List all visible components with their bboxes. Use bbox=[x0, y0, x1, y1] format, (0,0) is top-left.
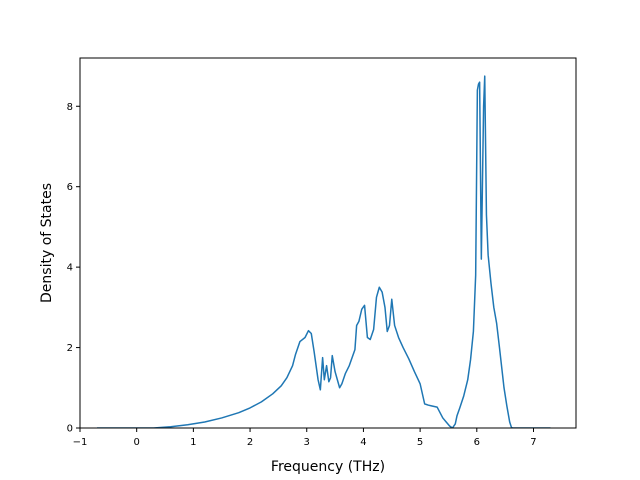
y-tick-label: 4 bbox=[67, 263, 73, 274]
y-tick-label: 2 bbox=[67, 343, 73, 354]
y-tick-label: 0 bbox=[67, 424, 73, 435]
x-tick-label: 1 bbox=[190, 437, 196, 448]
x-tick-label: 4 bbox=[360, 437, 366, 448]
x-tick-label: 2 bbox=[247, 437, 253, 448]
series-layer bbox=[97, 75, 551, 428]
x-tick-label: 7 bbox=[530, 437, 536, 448]
x-tick-label: 3 bbox=[304, 437, 310, 448]
x-tick-label: 0 bbox=[133, 437, 139, 448]
y-axis: 0 2 4 6 8 bbox=[67, 102, 80, 435]
x-tick-label: 5 bbox=[417, 437, 423, 448]
y-axis-label: Density of States bbox=[39, 183, 55, 303]
dos-series-line bbox=[97, 75, 551, 428]
x-axis: −1 0 1 2 3 4 5 6 7 bbox=[73, 428, 537, 448]
y-tick-label: 6 bbox=[67, 182, 73, 193]
x-tick-label: −1 bbox=[73, 437, 88, 448]
y-tick-label: 8 bbox=[67, 102, 73, 113]
x-axis-label: Frequency (THz) bbox=[271, 459, 385, 475]
x-tick-label: 6 bbox=[474, 437, 480, 448]
plot-area bbox=[80, 58, 576, 428]
axes-frame bbox=[79, 57, 577, 429]
